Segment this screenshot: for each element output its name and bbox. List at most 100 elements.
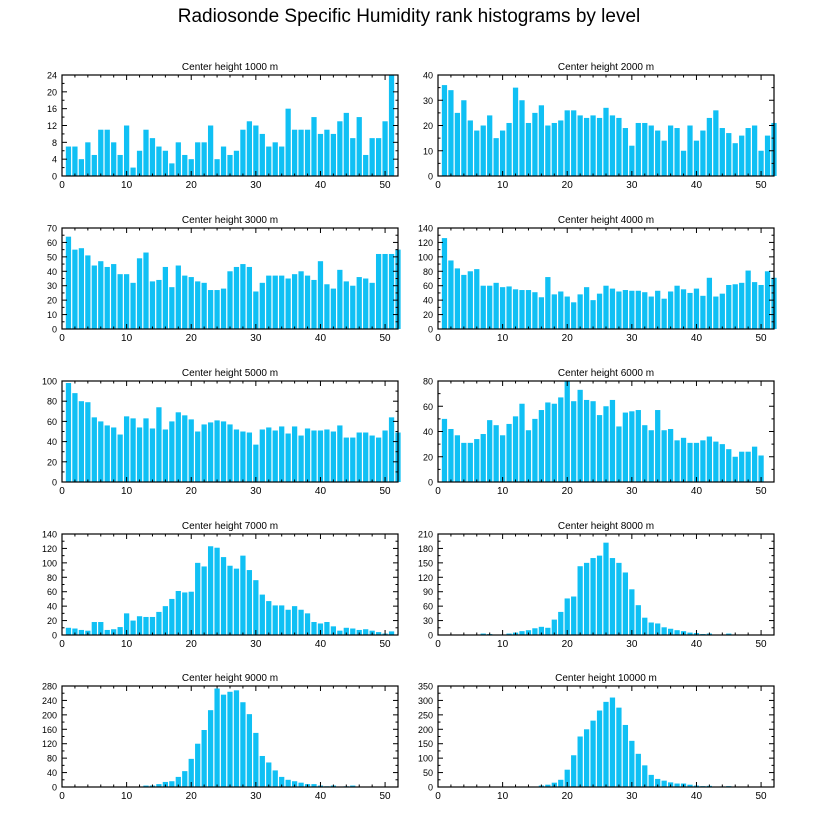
histogram-bar <box>104 129 110 176</box>
histogram-bar <box>123 125 130 176</box>
histogram-bar <box>85 255 91 329</box>
histogram-bar <box>388 631 395 635</box>
histogram-bar <box>259 133 265 176</box>
y-tick-label: 40 <box>423 427 433 437</box>
histogram-bar <box>583 287 590 329</box>
histogram-bar <box>227 154 233 176</box>
histogram-bar <box>285 779 291 787</box>
histogram-bar <box>266 275 272 329</box>
y-tick-label: 60 <box>47 417 57 427</box>
panel-title: Center height 9000 m <box>182 673 278 684</box>
x-tick-label: 20 <box>186 486 198 497</box>
histogram-bar <box>687 784 693 787</box>
histogram-bar <box>298 435 304 482</box>
histogram-bar <box>674 440 680 482</box>
histogram-bar <box>350 138 356 177</box>
histogram-bar <box>558 291 564 329</box>
histogram-bar <box>259 429 265 482</box>
histogram-bar <box>519 100 525 176</box>
histogram-bar <box>285 278 291 329</box>
histogram-bar <box>493 282 499 329</box>
histogram-bar <box>143 616 149 635</box>
panel-10: Center height 10000 m 0 10 20 30 40 50 0 50 100 15… <box>418 673 775 802</box>
histogram-bar <box>240 264 246 329</box>
histogram-bar <box>648 774 654 787</box>
histogram-bar <box>609 288 616 329</box>
y-tick-label: 350 <box>418 682 433 692</box>
histogram-bar <box>538 105 545 176</box>
x-tick-label: 20 <box>562 486 574 497</box>
histogram-bar <box>693 288 700 329</box>
histogram-bar <box>143 252 149 329</box>
x-tick-label: 40 <box>315 791 327 802</box>
histogram-bar <box>667 428 674 482</box>
histogram-bar <box>382 253 388 329</box>
histogram-bar <box>182 771 188 787</box>
histogram-bar <box>220 421 227 482</box>
histogram-bar <box>246 570 253 635</box>
histogram-bar <box>117 627 123 635</box>
histogram-bar <box>616 291 622 329</box>
histogram-bar <box>85 142 91 176</box>
histogram-bar <box>487 285 493 329</box>
histogram-bar <box>571 110 577 176</box>
histogram-bar <box>350 628 356 635</box>
x-tick-label: 30 <box>626 486 638 497</box>
histogram-bar <box>117 274 123 329</box>
histogram-bar <box>72 628 78 635</box>
histogram-bar <box>590 115 596 176</box>
x-tick-label: 50 <box>756 486 768 497</box>
y-tick-label: 210 <box>418 530 433 540</box>
panel-title: Center height 8000 m <box>558 521 654 532</box>
x-tick-label: 50 <box>380 791 392 802</box>
histogram-bar <box>596 555 603 635</box>
histogram-bar <box>558 779 564 787</box>
y-tick-label: 150 <box>418 558 433 568</box>
histogram-bar <box>227 565 233 635</box>
histogram-bar <box>609 558 616 635</box>
histogram-bar <box>285 609 291 635</box>
histogram-bar <box>655 130 661 176</box>
y-tick-label: 120 <box>418 573 433 583</box>
y-tick-label: 120 <box>418 238 433 248</box>
panel-title: Center height 10000 m <box>555 673 657 684</box>
y-tick-label: 80 <box>423 377 433 387</box>
histogram-bar <box>130 282 136 329</box>
y-tick-label: 100 <box>418 252 433 262</box>
histogram-bar <box>739 282 745 329</box>
histogram-bar <box>136 616 143 635</box>
histogram-bar <box>480 285 486 329</box>
histogram-bar <box>195 562 201 635</box>
histogram-bar <box>558 397 564 482</box>
x-tick-label: 0 <box>435 639 441 650</box>
histogram-bar <box>175 142 181 176</box>
x-tick-label: 40 <box>315 180 327 191</box>
x-tick-label: 50 <box>756 333 768 344</box>
histogram-bar <box>72 393 78 482</box>
histogram-bar <box>279 146 285 176</box>
histogram-bar <box>764 271 771 329</box>
histogram-bar <box>266 146 272 176</box>
histogram-bar <box>285 433 291 482</box>
x-tick-label: 20 <box>562 180 574 191</box>
histogram-bar <box>661 430 667 482</box>
histogram-bar <box>311 622 317 635</box>
histogram-bar <box>642 122 648 176</box>
y-tick-label: 60 <box>423 602 433 612</box>
y-tick-label: 70 <box>47 224 57 234</box>
histogram-bar <box>78 159 85 176</box>
histogram-bar <box>214 290 220 329</box>
x-tick-label: 30 <box>626 333 638 344</box>
histogram-bar <box>545 784 551 787</box>
histogram-bar <box>448 90 454 176</box>
histogram-bar <box>480 125 486 176</box>
y-tick-label: 0 <box>52 325 57 335</box>
histogram-bar <box>642 617 648 635</box>
panel-4: Center height 4000 m 0 10 20 30 40 50 0 20 40 60 80… <box>418 215 777 344</box>
histogram-bar <box>700 130 706 176</box>
histogram-bar <box>596 415 603 482</box>
y-tick-label: 60 <box>423 402 433 412</box>
histogram-bar <box>298 782 304 787</box>
histogram-bar <box>674 783 680 787</box>
histogram-bar <box>454 435 461 482</box>
